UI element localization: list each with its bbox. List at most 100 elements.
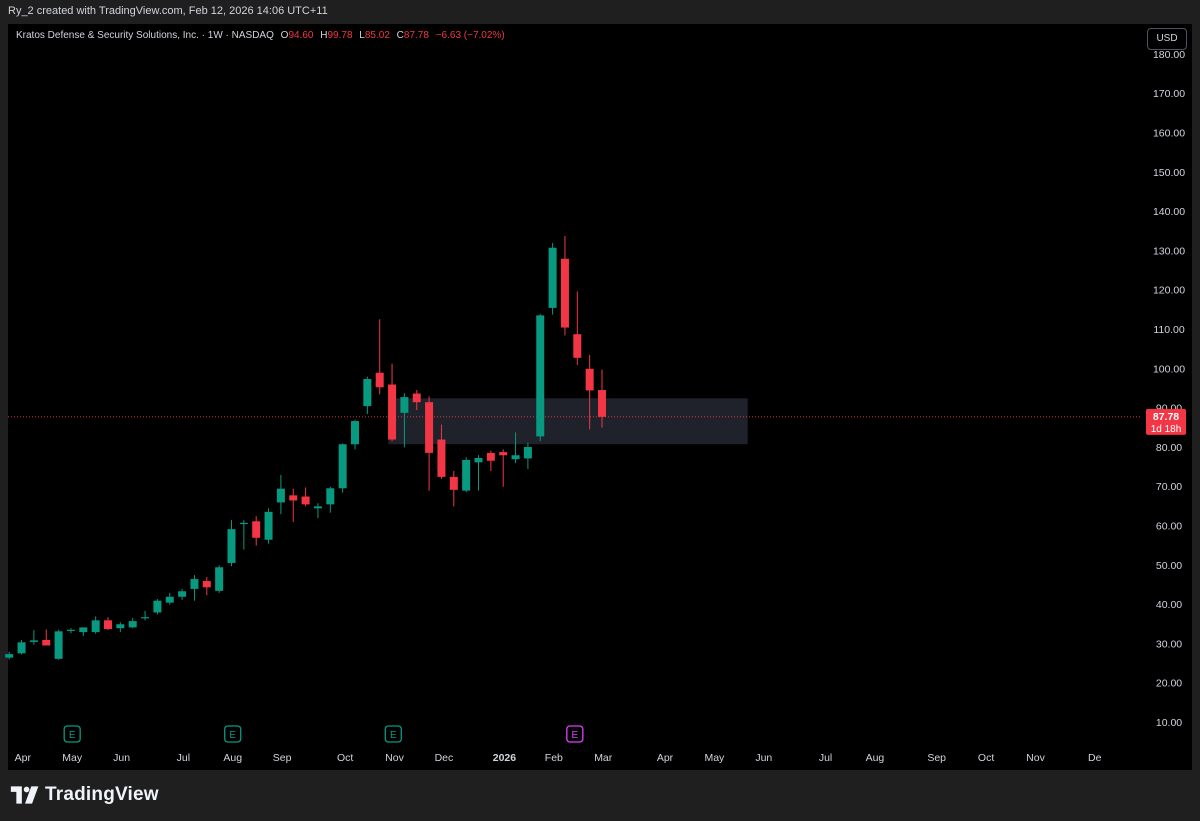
created-with-text: Ry_2 created with TradingView.com, Feb 1…	[8, 5, 328, 17]
candle[interactable]	[29, 630, 38, 645]
candle-body	[215, 567, 224, 591]
candle[interactable]	[165, 592, 174, 605]
candle-body	[462, 459, 471, 491]
y-tick-label: 150.00	[1153, 167, 1185, 179]
candle[interactable]	[425, 396, 434, 491]
candle-body	[153, 600, 162, 613]
candle[interactable]	[215, 565, 224, 593]
candle[interactable]	[54, 629, 63, 660]
candle[interactable]	[326, 486, 335, 513]
x-tick-label: Feb	[545, 752, 563, 764]
x-tick-label: Sep	[273, 752, 292, 764]
candle[interactable]	[178, 588, 187, 600]
candle[interactable]	[400, 393, 409, 448]
candle[interactable]	[153, 599, 162, 615]
candle[interactable]	[536, 314, 545, 442]
candle[interactable]	[598, 369, 606, 428]
candle[interactable]	[42, 629, 51, 646]
candle[interactable]	[351, 419, 359, 450]
tradingview-brand[interactable]: TradingView	[10, 784, 159, 806]
y-tick-label: 140.00	[1153, 206, 1185, 218]
candle[interactable]	[548, 243, 557, 315]
x-tick-label: Apr	[15, 752, 32, 764]
candle[interactable]	[523, 442, 532, 470]
candle[interactable]	[437, 424, 446, 479]
candle[interactable]	[363, 376, 372, 414]
candle-body	[425, 402, 434, 453]
candle[interactable]	[462, 457, 471, 493]
y-tick-label: 100.00	[1153, 363, 1185, 375]
upcoming-earnings-marker[interactable]: E	[566, 725, 584, 743]
earnings-marker[interactable]: E	[224, 725, 242, 743]
earnings-marker-box	[566, 725, 584, 743]
candle[interactable]	[499, 449, 508, 487]
candle[interactable]	[66, 628, 75, 634]
currency-button[interactable]: USD	[1147, 28, 1187, 50]
candle[interactable]	[17, 639, 26, 655]
candle-body	[560, 258, 569, 328]
candle[interactable]	[585, 355, 594, 430]
earnings-marker[interactable]: E	[384, 725, 402, 743]
candle[interactable]	[511, 432, 520, 464]
candle-body	[79, 627, 88, 633]
candle[interactable]	[128, 617, 137, 629]
candle[interactable]	[375, 319, 384, 395]
candle[interactable]	[412, 390, 421, 411]
x-tick-label: May	[704, 752, 725, 764]
candles-layer	[5, 235, 606, 660]
candle[interactable]	[239, 520, 248, 550]
x-tick-label: Oct	[337, 752, 353, 764]
candle-body	[523, 447, 532, 459]
candle[interactable]	[91, 616, 100, 634]
y-tick-label: 80.00	[1156, 442, 1182, 454]
tradingview-logo-icon	[10, 786, 39, 804]
y-tick-label: 50.00	[1156, 560, 1182, 572]
candle[interactable]	[104, 617, 112, 631]
candle[interactable]	[573, 291, 582, 365]
candle-body	[66, 629, 75, 631]
support-zone-rect[interactable]	[388, 398, 748, 445]
candle[interactable]	[141, 610, 150, 621]
candle[interactable]	[486, 450, 495, 471]
last-price-value: 87.78	[1153, 411, 1179, 423]
candle[interactable]	[79, 627, 88, 637]
candle[interactable]	[301, 487, 310, 507]
candle[interactable]	[313, 503, 322, 519]
candle[interactable]	[5, 651, 14, 660]
candle[interactable]	[449, 470, 458, 507]
price-axis: 180.00 170.00 160.00 150.00 140.00 130.00 120.…	[1153, 49, 1185, 729]
low-value: 85.02	[364, 30, 390, 41]
y-tick-label: 30.00	[1156, 638, 1182, 650]
candle[interactable]	[276, 474, 285, 515]
candle[interactable]	[252, 516, 261, 546]
change-value: −6.63 (−7.02%)	[435, 30, 505, 41]
candle[interactable]	[289, 488, 298, 523]
candle[interactable]	[202, 577, 211, 596]
x-tick-label: De	[1088, 752, 1102, 764]
candle-body	[375, 372, 384, 388]
candle[interactable]	[338, 443, 347, 493]
candle[interactable]	[264, 508, 273, 544]
candle[interactable]	[116, 622, 125, 633]
high-label: H	[320, 30, 328, 41]
candle[interactable]	[560, 235, 569, 336]
earnings-marker-box	[224, 725, 242, 743]
candle[interactable]	[474, 455, 483, 491]
candle-body	[289, 495, 298, 501]
candle-body	[400, 397, 409, 413]
candle-body	[178, 591, 187, 597]
candle[interactable]	[388, 363, 397, 442]
earnings-marker-label: E	[69, 730, 76, 741]
candle-body	[276, 488, 285, 503]
x-tick-label: May	[62, 752, 83, 764]
candle-body	[42, 639, 51, 646]
close-label: C	[396, 30, 404, 41]
candle-body	[190, 579, 199, 589]
candle[interactable]	[227, 520, 236, 567]
symbol-legend[interactable]: Kratos Defense & Security Solutions, Inc…	[16, 30, 505, 41]
earnings-marker[interactable]: E	[63, 725, 81, 743]
candle[interactable]	[190, 575, 199, 601]
y-tick-label: 20.00	[1156, 678, 1182, 690]
